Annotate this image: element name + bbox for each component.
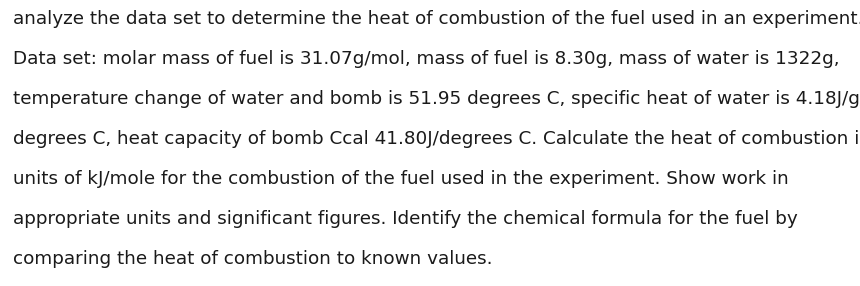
Text: temperature change of water and bomb is 51.95 degrees C, specific heat of water : temperature change of water and bomb is … [13,90,860,108]
Text: comparing the heat of combustion to known values.: comparing the heat of combustion to know… [13,250,493,268]
Text: analyze the data set to determine the heat of combustion of the fuel used in an : analyze the data set to determine the he… [13,10,860,28]
Text: units of kJ/mole for the combustion of the fuel used in the experiment. Show wor: units of kJ/mole for the combustion of t… [13,170,789,188]
Text: degrees C, heat capacity of bomb Ccal 41.80J/degrees C. Calculate the heat of co: degrees C, heat capacity of bomb Ccal 41… [13,130,860,148]
Text: appropriate units and significant figures. Identify the chemical formula for the: appropriate units and significant figure… [13,210,798,228]
Text: Data set: molar mass of fuel is 31.07g/mol, mass of fuel is 8.30g, mass of water: Data set: molar mass of fuel is 31.07g/m… [13,50,839,68]
